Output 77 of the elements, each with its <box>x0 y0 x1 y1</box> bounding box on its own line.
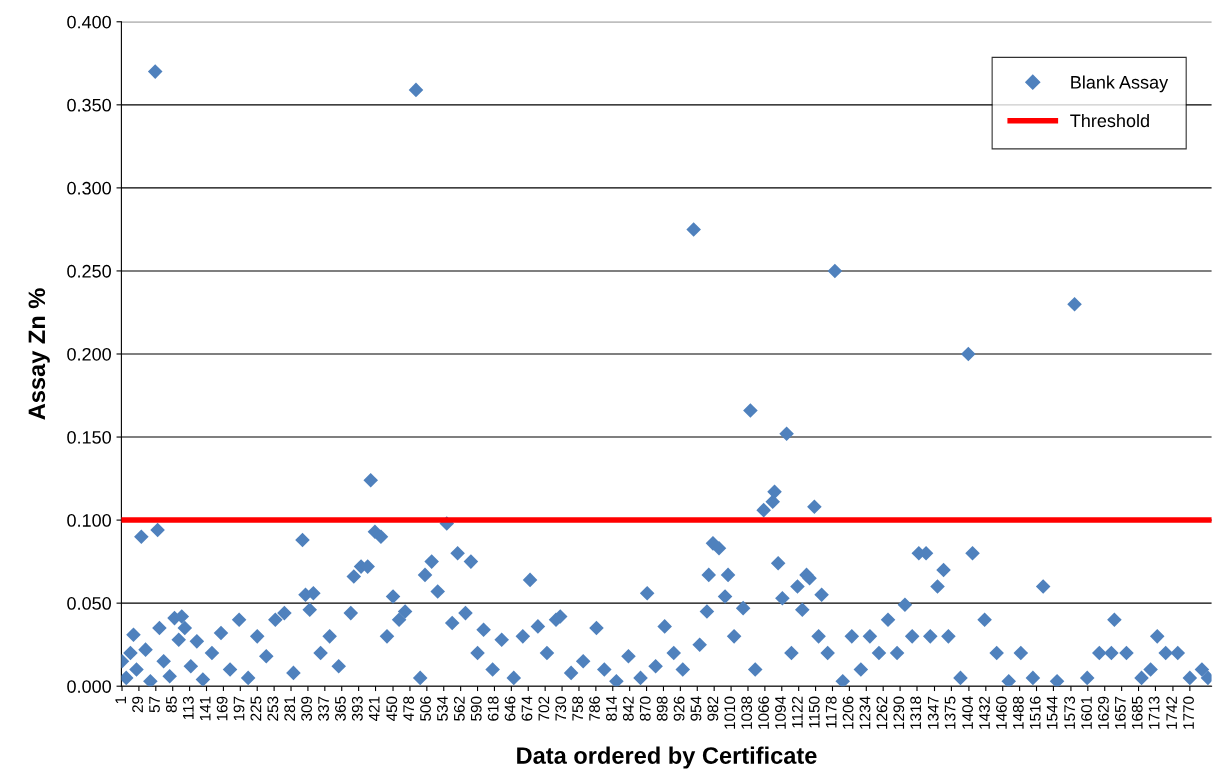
x-tick-label: 590 <box>470 696 482 721</box>
x-tick-label: 1150 <box>808 696 820 728</box>
x-tick-label: 1094 <box>775 696 786 729</box>
x-tick-label: 506 <box>420 696 431 721</box>
x-tick-label: 1 <box>115 696 126 704</box>
x-tick-label: 618 <box>487 696 499 721</box>
x-tick-label: 1404 <box>962 696 974 729</box>
x-axis-title: Data ordered by Certificate <box>517 746 817 769</box>
x-tick-label: 421 <box>368 696 380 722</box>
x-tick-label: 281 <box>284 696 296 721</box>
x-tick-label: 309 <box>301 696 313 721</box>
x-tick-label: 702 <box>538 696 550 721</box>
x-tick-label: 870 <box>639 696 651 721</box>
y-tick-label: 0.400 <box>67 15 111 29</box>
x-tick-label: 1206 <box>842 696 854 729</box>
y-axis-title: Assay Zn % <box>28 288 50 420</box>
x-tick-label: 1488 <box>1012 696 1024 729</box>
x-tick-label: 1066 <box>758 696 769 729</box>
x-tick-label: 1318 <box>910 696 922 729</box>
x-tick-label: 954 <box>690 696 702 721</box>
x-tick-label: 646 <box>504 696 516 721</box>
x-tick-label: 1178 <box>825 696 837 728</box>
x-tick-label: 337 <box>318 696 329 721</box>
x-tick-label: 1713 <box>1148 696 1160 729</box>
x-tick-label: 1544 <box>1046 696 1058 729</box>
y-tick-label: 0.350 <box>67 98 111 112</box>
y-tick-label: 0.150 <box>67 430 111 444</box>
x-tick-label: 1375 <box>944 696 956 729</box>
x-tick-label: 225 <box>250 696 262 721</box>
x-tick-label: 982 <box>707 696 719 721</box>
x-tick-label: 758 <box>572 696 584 721</box>
x-tick-label: 169 <box>216 696 228 721</box>
x-tick-label: 1122 <box>791 696 803 728</box>
x-tick-label: 85 <box>165 696 177 713</box>
x-tick-label: 450 <box>386 696 398 722</box>
x-tick-label: 365 <box>335 696 346 721</box>
x-tick-label: 1010 <box>724 696 736 729</box>
x-tick-label: 898 <box>656 696 668 721</box>
x-tick-label: 1685 <box>1131 696 1143 729</box>
x-tick-label: 534 <box>437 696 448 721</box>
y-tick-label: 0.250 <box>67 264 111 278</box>
x-tick-label: 1657 <box>1114 696 1126 729</box>
x-tick-label: 478 <box>403 696 415 722</box>
y-tick-label: 0.050 <box>67 597 111 610</box>
x-tick-label: 1234 <box>859 696 871 729</box>
x-tick-label: 926 <box>673 696 685 721</box>
x-tick-label: 1742 <box>1166 696 1177 729</box>
x-tick-label: 1516 <box>1029 696 1041 729</box>
x-tick-label: 1290 <box>893 696 905 729</box>
x-tick-label: 1432 <box>979 696 990 729</box>
x-tick-label: 1038 <box>741 696 753 729</box>
x-tick-label: 786 <box>589 696 600 721</box>
x-tick-label: 1347 <box>927 696 939 729</box>
x-tick-label: 562 <box>453 696 465 721</box>
x-tick-label: 730 <box>555 696 567 721</box>
x-tick-label: 1770 <box>1183 696 1194 729</box>
x-tick-label: 1601 <box>1081 696 1092 729</box>
legend-label: Threshold <box>1070 113 1149 128</box>
x-tick-label: 197 <box>233 696 245 721</box>
x-tick-label: 1573 <box>1064 696 1076 729</box>
x-tick-label: 29 <box>132 696 144 713</box>
y-tick-label: 0.000 <box>67 680 111 693</box>
x-tick-label: 113 <box>182 696 194 720</box>
x-tick-label: 1262 <box>876 696 888 729</box>
x-tick-label: 814 <box>606 696 617 721</box>
y-tick-label: 0.100 <box>67 514 111 527</box>
x-tick-label: 393 <box>351 696 363 721</box>
x-tick-label: 1460 <box>996 696 1007 729</box>
x-tick-label: 141 <box>199 696 211 721</box>
x-tick-label: 57 <box>149 696 160 713</box>
x-tick-label: 842 <box>622 696 634 721</box>
legend-label: Blank Assay <box>1071 75 1169 93</box>
x-tick-label: 1629 <box>1098 696 1109 729</box>
x-tick-label: 674 <box>521 696 533 721</box>
y-tick-label: 0.300 <box>67 181 111 195</box>
y-tick-label: 0.200 <box>67 347 111 361</box>
x-tick-label: 253 <box>267 696 279 721</box>
